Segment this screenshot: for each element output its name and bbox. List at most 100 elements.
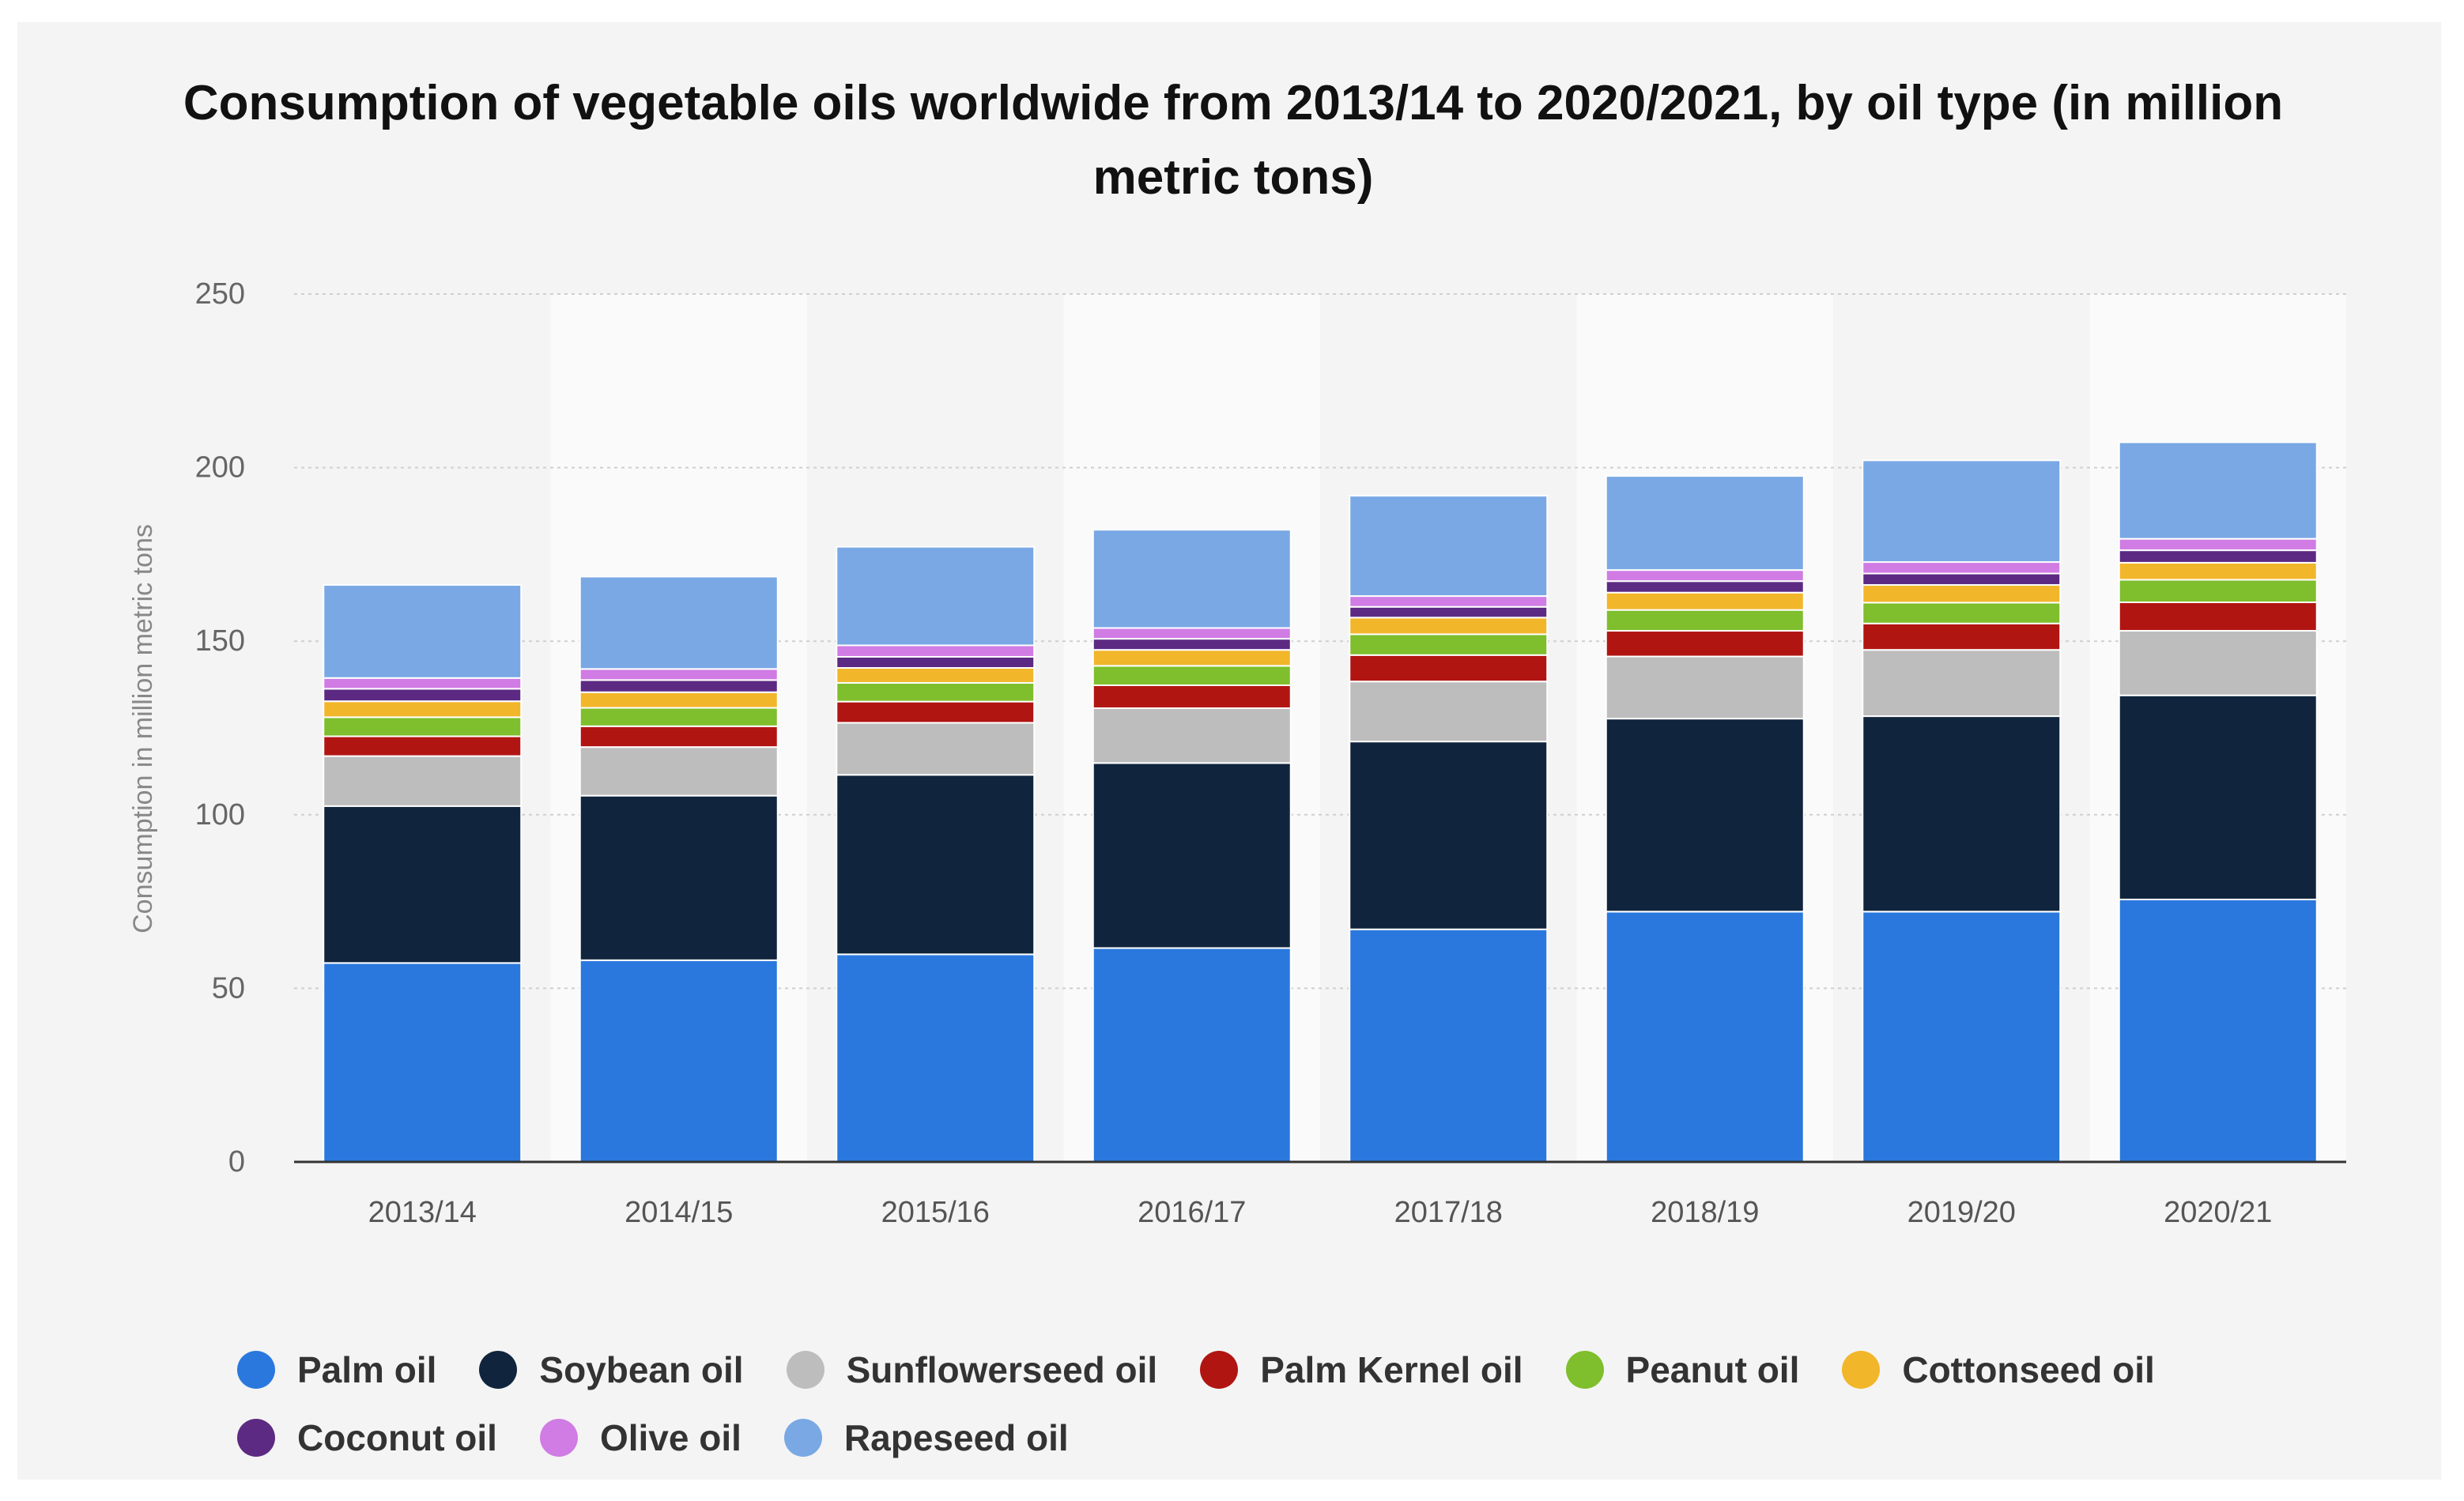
bar-segment[interactable] [2118, 630, 2318, 696]
bar-segment[interactable] [1605, 569, 1805, 583]
bar-segment[interactable] [579, 691, 779, 709]
bar-segment[interactable] [579, 707, 779, 727]
bar-segment[interactable] [1862, 459, 2062, 564]
legend-marker [479, 1351, 518, 1389]
bar-segment[interactable] [1605, 911, 1805, 1163]
bar-segment[interactable] [579, 746, 779, 797]
bar-segment[interactable] [1092, 638, 1292, 651]
bar-segment[interactable] [579, 575, 779, 670]
bar-segment[interactable] [1349, 633, 1549, 656]
legend-label: Cottonseed oil [1902, 1349, 2155, 1390]
legend-item[interactable]: Rapeseed oil [783, 1416, 1069, 1459]
legend-marker [786, 1351, 824, 1389]
bar-segment[interactable] [1862, 911, 2062, 1163]
bar-segment[interactable] [1862, 715, 2062, 913]
bar-segment[interactable] [579, 668, 779, 681]
bar-segment[interactable] [1349, 928, 1549, 1163]
bar-segment[interactable] [1862, 572, 2062, 586]
legend-item[interactable]: Cottonseed oil [1842, 1348, 2155, 1391]
bar-segment[interactable] [1862, 649, 2062, 718]
bar-segment[interactable] [836, 700, 1036, 724]
legend-label: Olive oil [599, 1417, 741, 1458]
bar-segment[interactable] [323, 584, 523, 679]
bar-segment[interactable] [1092, 684, 1292, 709]
bar-segment[interactable] [1605, 609, 1805, 632]
bar-segment[interactable] [1862, 622, 2062, 651]
bar-segment[interactable] [1349, 654, 1549, 683]
bar-segment[interactable] [1605, 580, 1805, 594]
bar-segment[interactable] [2118, 549, 2318, 564]
bar-segment[interactable] [2118, 441, 2318, 540]
bar-segment[interactable] [1092, 529, 1292, 629]
legend-label: Rapeseed oil [843, 1417, 1069, 1458]
bar-segment[interactable] [836, 681, 1036, 703]
bar-segment[interactable] [836, 722, 1036, 776]
x-tick-label: 2020/21 [2164, 1196, 2272, 1229]
x-tick-label: 2018/19 [1651, 1196, 1759, 1229]
bar-segment[interactable] [2118, 602, 2318, 632]
bar-segment[interactable] [1605, 718, 1805, 913]
legend-marker [783, 1419, 822, 1457]
bar-segment[interactable] [836, 545, 1036, 647]
bar-segment[interactable] [1605, 630, 1805, 658]
legend-item[interactable]: Peanut oil [1565, 1348, 1799, 1391]
bar-segment[interactable] [579, 959, 779, 1163]
x-tick-label: 2013/14 [368, 1196, 477, 1229]
bar-segment[interactable] [579, 725, 779, 749]
bar-segment[interactable] [2118, 898, 2318, 1163]
bar-segment[interactable] [1605, 655, 1805, 720]
legend-row: Palm oil Soybean oil Sunflowerseed oil Palm… [237, 1336, 2292, 1404]
x-tick-label: 2017/18 [1394, 1196, 1503, 1229]
bar-segment[interactable] [323, 805, 523, 964]
bar-segment[interactable] [1349, 595, 1549, 608]
y-tick-labels: 0 50 100 150 200 250 [195, 277, 245, 1179]
legend-marker [1565, 1351, 1604, 1389]
y-tick-label: 150 [195, 624, 245, 658]
legend-item[interactable]: Sunflowerseed oil [786, 1348, 1157, 1391]
bar-segment[interactable] [323, 962, 523, 1163]
y-axis-label: Consumption in million metric tons [128, 524, 158, 933]
bar-segment[interactable] [836, 655, 1036, 669]
bar-segment[interactable] [2118, 694, 2318, 900]
bar-segment[interactable] [836, 667, 1036, 684]
bar-segment[interactable] [1349, 605, 1549, 619]
bar-segment[interactable] [2118, 579, 2318, 604]
bar-segment[interactable] [1092, 707, 1292, 764]
bar-segment[interactable] [323, 755, 523, 807]
bar-segment[interactable] [1349, 495, 1549, 598]
bar-segment[interactable] [1092, 762, 1292, 949]
bar-segment[interactable] [323, 688, 523, 703]
bar-segment[interactable] [1092, 947, 1292, 1163]
legend-marker [1200, 1351, 1239, 1389]
bar-segment[interactable] [323, 716, 523, 737]
bar-segment[interactable] [1349, 617, 1549, 635]
bar-segment[interactable] [1862, 602, 2062, 624]
legend-item[interactable]: Coconut oil [237, 1416, 497, 1459]
bar-segment[interactable] [323, 735, 523, 757]
bar-segment[interactable] [579, 679, 779, 693]
bar-segment[interactable] [1862, 561, 2062, 575]
bar-segment[interactable] [836, 644, 1036, 658]
x-tick-label: 2014/15 [624, 1196, 733, 1229]
bars [323, 441, 2318, 1163]
bar-segment[interactable] [836, 774, 1036, 956]
bar-segment[interactable] [1605, 591, 1805, 611]
bar-segment[interactable] [1605, 475, 1805, 571]
bar-segment[interactable] [1349, 741, 1549, 930]
bar-segment[interactable] [579, 794, 779, 961]
legend-item[interactable]: Soybean oil [479, 1348, 744, 1391]
bar-segment[interactable] [2118, 537, 2318, 552]
legend-item[interactable]: Olive oil [539, 1416, 741, 1459]
bar-segment[interactable] [1349, 681, 1549, 743]
legend-row: Coconut oil Olive oil Rapeseed oil [237, 1404, 2292, 1472]
bar-segment[interactable] [2118, 561, 2318, 581]
bar-segment[interactable] [323, 700, 523, 718]
bar-segment[interactable] [1092, 665, 1292, 686]
bar-segment[interactable] [1862, 584, 2062, 604]
legend-item[interactable]: Palm Kernel oil [1200, 1348, 1523, 1391]
bar-segment[interactable] [1092, 649, 1292, 667]
bar-segment[interactable] [836, 953, 1036, 1163]
bar-segment[interactable] [1092, 627, 1292, 640]
bar-segment[interactable] [323, 677, 523, 690]
legend-item[interactable]: Palm oil [237, 1348, 436, 1391]
